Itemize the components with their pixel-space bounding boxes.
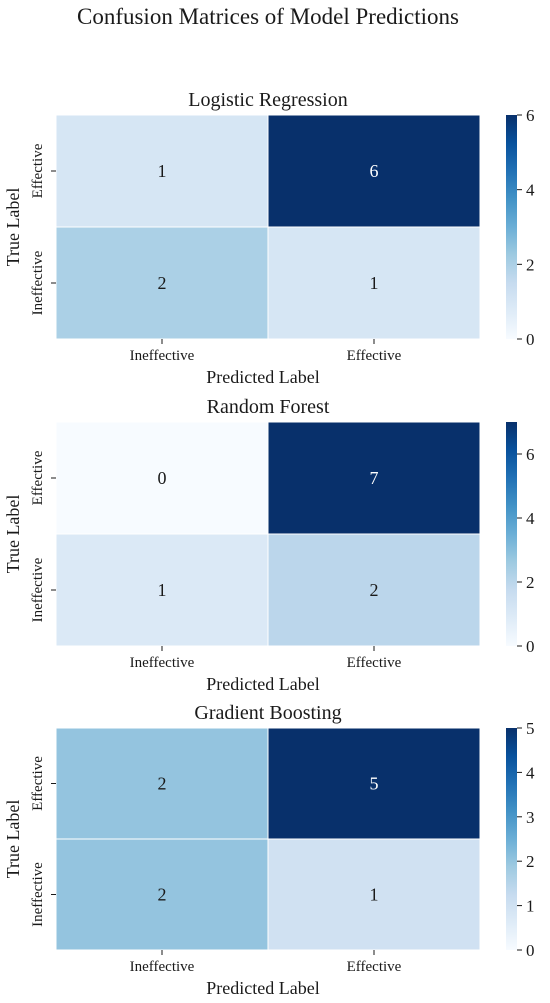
heatmap-cell xyxy=(267,727,481,840)
y-tick-label: Ineffective xyxy=(30,862,46,927)
heatmap-cell xyxy=(267,226,481,340)
colorbar xyxy=(506,422,517,646)
cell-value-label: 2 xyxy=(158,885,167,905)
colorbar-tick-label: 2 xyxy=(526,573,535,592)
colorbar-tick-label: 4 xyxy=(526,509,535,528)
heatmap-cell xyxy=(267,114,481,228)
colorbar xyxy=(506,728,517,950)
heatmap-cell xyxy=(55,533,269,647)
colorbar-tick-label: 4 xyxy=(526,181,535,200)
y-tick-label: Effective xyxy=(30,756,46,811)
heatmap-title: Gradient Boosting xyxy=(194,702,341,724)
cell-value-label: 5 xyxy=(370,774,379,794)
heatmap-panels: Logistic Regression 1 6 2 1 Effective Ineffect… xyxy=(3,89,535,998)
x-axis-label: Predicted Label xyxy=(206,367,319,387)
heatmap-cell xyxy=(55,838,269,951)
x-tick-label: Ineffective xyxy=(130,348,195,364)
colorbar-tick-label: 0 xyxy=(526,941,535,960)
cell-value-label: 1 xyxy=(158,161,167,181)
cell-value-label: 6 xyxy=(370,161,379,181)
colorbar-tick-label: 2 xyxy=(526,852,535,871)
heatmap-title: Logistic Regression xyxy=(188,89,347,111)
y-axis-label: True Label xyxy=(3,188,23,267)
x-tick-label: Effective xyxy=(347,959,402,975)
y-axis-label: True Label xyxy=(3,800,23,879)
y-tick-label: Ineffective xyxy=(30,557,46,622)
colorbar-tick-label: 2 xyxy=(526,255,535,274)
y-tick-label: Effective xyxy=(30,450,46,505)
y-tick-label: Ineffective xyxy=(30,250,46,315)
colorbar-tick-label: 1 xyxy=(526,897,535,916)
cell-value-label: 0 xyxy=(158,468,167,488)
x-tick-label: Effective xyxy=(347,655,402,671)
cell-value-label: 2 xyxy=(158,273,167,293)
x-tick-label: Ineffective xyxy=(130,959,195,975)
heatmap-title: Random Forest xyxy=(207,396,330,418)
heatmap-cell xyxy=(267,838,481,951)
heatmap-cell xyxy=(267,533,481,647)
colorbar-tick-label: 4 xyxy=(526,763,535,782)
heatmap-cell xyxy=(267,421,481,535)
cell-value-label: 2 xyxy=(158,774,167,794)
cell-value-label: 1 xyxy=(158,580,167,600)
x-tick-label: Ineffective xyxy=(130,655,195,671)
heatmap-panel-2: Random Forest 0 7 1 2 Effective Ineffective Ine… xyxy=(3,396,535,694)
colorbar-tick-label: 0 xyxy=(526,330,535,349)
colorbar-tick-label: 6 xyxy=(526,445,535,464)
heatmap-cell xyxy=(55,727,269,840)
y-axis-label: True Label xyxy=(3,495,23,574)
heatmap-cell xyxy=(55,226,269,340)
heatmap-cell xyxy=(55,114,269,228)
heatmap-panel-3: Gradient Boosting 2 5 2 1 Effective Ineffectiv… xyxy=(3,702,535,998)
x-axis-label: Predicted Label xyxy=(206,674,319,694)
colorbar-tick-label: 3 xyxy=(526,808,535,827)
cell-value-label: 1 xyxy=(370,885,379,905)
x-axis-label: Predicted Label xyxy=(206,978,319,998)
x-tick-label: Effective xyxy=(347,348,402,364)
cell-value-label: 2 xyxy=(370,580,379,600)
colorbar-tick-label: 5 xyxy=(526,719,535,738)
colorbar-tick-label: 0 xyxy=(526,637,535,656)
cell-value-label: 1 xyxy=(370,273,379,293)
figure-title: Confusion Matrices of Model Predictions xyxy=(77,4,459,29)
cell-value-label: 7 xyxy=(370,468,379,488)
y-tick-label: Effective xyxy=(30,143,46,198)
heatmap-panel-1: Logistic Regression 1 6 2 1 Effective Ineffect… xyxy=(3,89,535,387)
colorbar-tick-label: 6 xyxy=(526,106,535,125)
colorbar xyxy=(506,115,517,339)
